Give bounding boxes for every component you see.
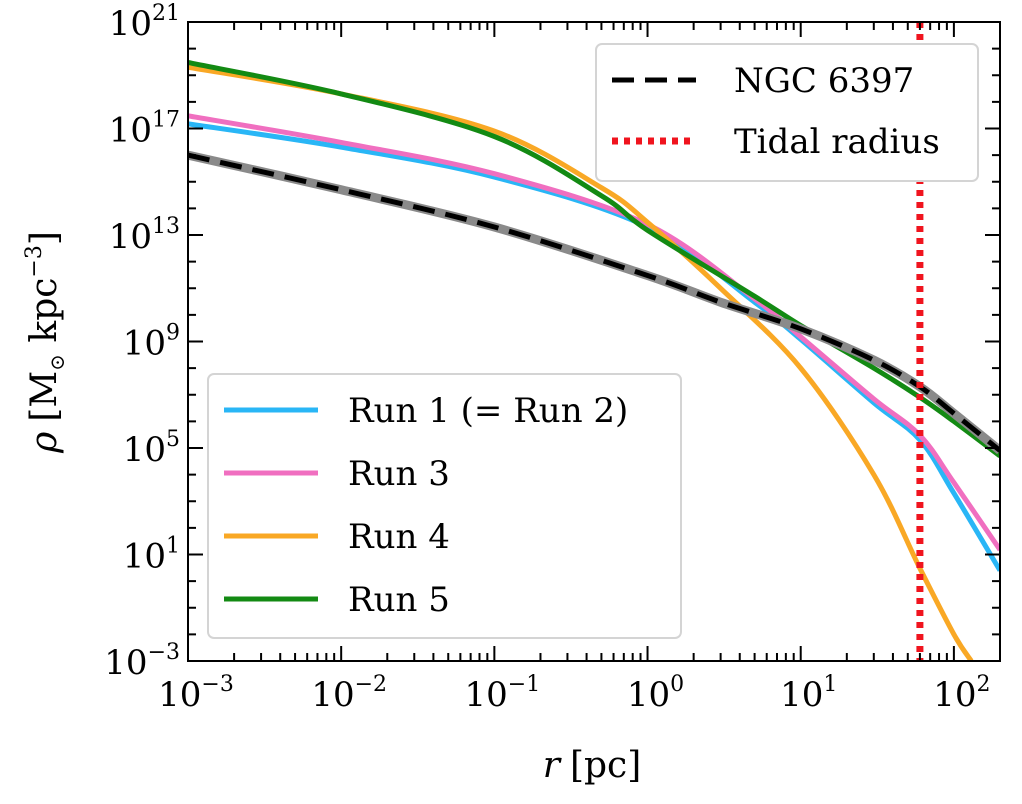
legend-label-tidal-radius: Tidal radius	[734, 122, 940, 162]
x-tick-label: 102	[933, 672, 990, 715]
legend-label-run-3: Run 3	[348, 454, 450, 494]
y-tick-label: 1017	[109, 108, 180, 151]
series-layer	[188, 60, 1000, 661]
x-tick-label: 10−1	[465, 672, 541, 715]
y-axis-var: ρ	[24, 432, 65, 454]
tick-layer	[187, 21, 1001, 662]
legend-label-run-5: Run 5	[348, 580, 450, 620]
tick-label-layer: 10−3 10−2 10−1 100 101 102 10−3 101 105 109 1013 10…	[104, 1, 990, 715]
legend-label-ngc-6397: NGC 6397	[734, 61, 914, 101]
y-axis-mid: kpc	[24, 278, 65, 354]
y-tick-label: 105	[123, 427, 180, 470]
y-axis-open: [M	[24, 371, 65, 422]
series-line-ngc-6397	[188, 152, 1000, 453]
y-tick-label: 109	[123, 321, 180, 364]
y-tick-label: 10−3	[104, 640, 180, 683]
legend-label-run-1-run-2: Run 1 (= Run 2)	[348, 391, 628, 431]
legend-top-right: NGC 6397 Tidal radius	[595, 43, 979, 182]
y-axis-label: ρ [M⊙ kpc−3]	[22, 231, 69, 454]
x-tick-label: 10−3	[158, 672, 234, 715]
series-line-run-1-run-2	[188, 121, 1000, 572]
y-tick-label: 101	[123, 534, 180, 577]
legend-frame	[207, 373, 682, 639]
y-tick-label: 1021	[109, 1, 180, 44]
y-axis-exp: −3	[22, 245, 47, 277]
legend-lower-left: Run 1 (= Run 2) Run 3 Run 4 Run 5	[207, 373, 682, 639]
y-axis-sub: ⊙	[45, 354, 69, 371]
x-tick-label: 10−2	[311, 672, 387, 715]
x-axis-label: r [pc]	[543, 745, 642, 786]
x-axis-var: r	[543, 745, 562, 786]
y-axis-close: ]	[24, 231, 65, 245]
y-tick-label: 1013	[109, 214, 180, 257]
legend-label-run-4: Run 4	[348, 517, 450, 557]
x-tick-label: 100	[627, 672, 684, 715]
x-tick-label: 101	[780, 672, 837, 715]
x-axis-unit: [pc]	[570, 745, 641, 786]
